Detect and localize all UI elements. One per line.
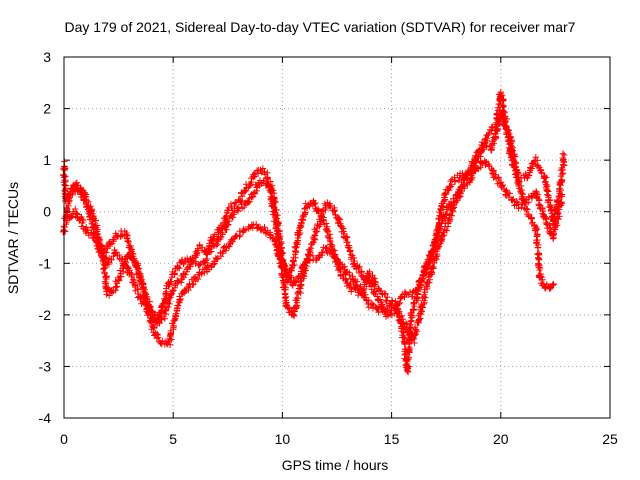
x-tick-label: 0	[60, 431, 68, 447]
x-tick-label: 5	[169, 431, 177, 447]
y-tick-label: -1	[39, 255, 52, 271]
y-tick-label: 1	[43, 152, 51, 168]
y-tick-label: -4	[39, 410, 52, 426]
y-tick-label: -3	[39, 358, 52, 374]
y-axis-label: SDTVAR / TECUs	[5, 182, 21, 294]
data-points	[59, 88, 568, 376]
plot-frame	[63, 56, 611, 419]
y-tick-labels: -4 -3 -2 -1 0 1 2 3	[39, 49, 52, 426]
x-tick-label: 20	[493, 431, 509, 447]
x-tick-label: 15	[384, 431, 400, 447]
x-tick-label: 25	[602, 431, 618, 447]
y-tick-label: 0	[43, 204, 51, 220]
chart-title: Day 179 of 2021, Sidereal Day-to-day VTE…	[65, 19, 576, 35]
y-tick-label: 2	[43, 101, 51, 117]
series-marker-path	[61, 157, 566, 348]
series-points	[59, 110, 557, 347]
y-tick-label: -2	[39, 307, 52, 323]
series-marker-path	[59, 110, 557, 347]
grid-lines	[64, 57, 610, 418]
y-tick-label: 3	[43, 49, 51, 65]
series-points	[61, 157, 566, 348]
x-axis-label: GPS time / hours	[282, 457, 389, 473]
x-tick-labels: 0 5 10 15 20 25	[60, 431, 618, 447]
x-tick-label: 10	[275, 431, 291, 447]
axis-ticks	[63, 56, 611, 419]
